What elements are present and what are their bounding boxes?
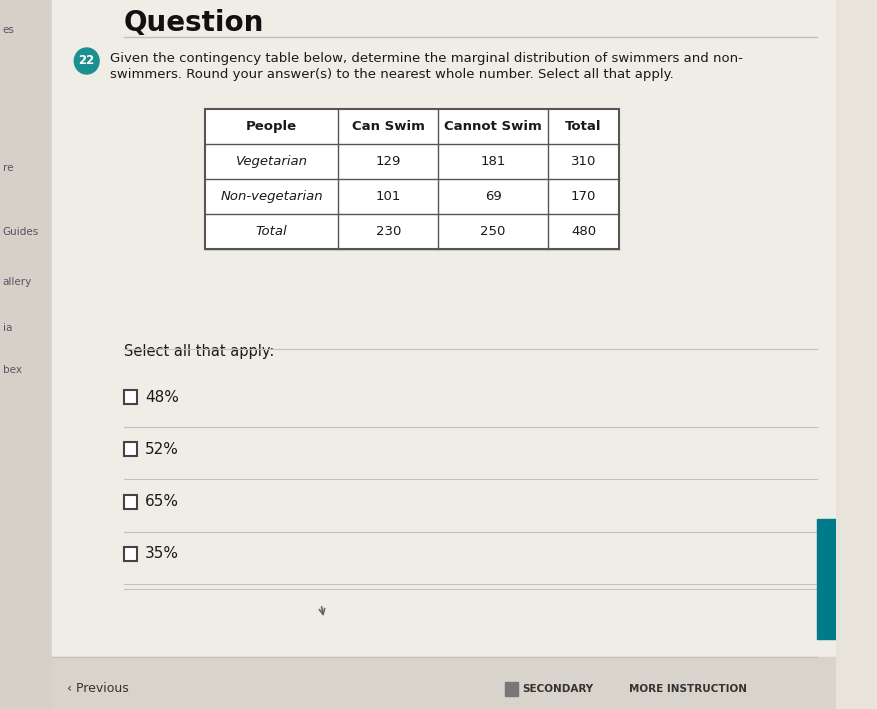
Text: 48%: 48%	[145, 389, 179, 405]
Text: Select all that apply:: Select all that apply:	[124, 344, 274, 359]
Text: 170: 170	[570, 190, 595, 203]
Text: 480: 480	[570, 225, 595, 238]
Text: 69: 69	[484, 190, 501, 203]
Text: People: People	[246, 120, 296, 133]
Bar	[204, 109, 618, 249]
Text: MORE INSTRUCTION: MORE INSTRUCTION	[628, 684, 746, 694]
Text: es: es	[3, 25, 15, 35]
Text: Can Swim: Can Swim	[352, 120, 424, 133]
Text: 310: 310	[570, 155, 595, 168]
Text: 181: 181	[480, 155, 505, 168]
Text: Total: Total	[565, 120, 601, 133]
Text: Question: Question	[124, 9, 264, 37]
Bar	[124, 442, 137, 456]
Bar	[124, 547, 137, 561]
Text: Cannot Swim: Cannot Swim	[444, 120, 541, 133]
Text: 22: 22	[78, 55, 95, 67]
Text: 65%: 65%	[145, 494, 179, 510]
Text: bex: bex	[3, 365, 22, 375]
Bar	[124, 495, 137, 509]
Bar	[816, 519, 836, 639]
Bar	[504, 682, 517, 696]
Text: Guides: Guides	[3, 227, 39, 237]
Text: swimmers. Round your answer(s) to the nearest whole number. Select all that appl: swimmers. Round your answer(s) to the ne…	[110, 68, 673, 81]
Text: Given the contingency table below, determine the marginal distribution of swimme: Given the contingency table below, deter…	[110, 52, 742, 65]
Text: Non-vegetarian: Non-vegetarian	[220, 190, 323, 203]
Text: ‹ Previous: ‹ Previous	[67, 683, 128, 696]
Text: 35%: 35%	[145, 547, 179, 562]
Text: 52%: 52%	[145, 442, 179, 457]
Text: SECONDARY: SECONDARY	[522, 684, 593, 694]
Bar	[204, 109, 618, 249]
Text: 129: 129	[375, 155, 401, 168]
Text: allery: allery	[3, 277, 32, 286]
Bar	[124, 390, 137, 404]
Text: 230: 230	[375, 225, 401, 238]
Text: ia: ia	[3, 323, 12, 333]
Text: Vegetarian: Vegetarian	[235, 155, 307, 168]
Bar	[0, 0, 53, 709]
Text: Total: Total	[255, 225, 287, 238]
Circle shape	[75, 48, 99, 74]
Text: 101: 101	[375, 190, 401, 203]
Text: re: re	[3, 163, 13, 173]
Bar	[53, 657, 836, 709]
Text: 250: 250	[480, 225, 505, 238]
